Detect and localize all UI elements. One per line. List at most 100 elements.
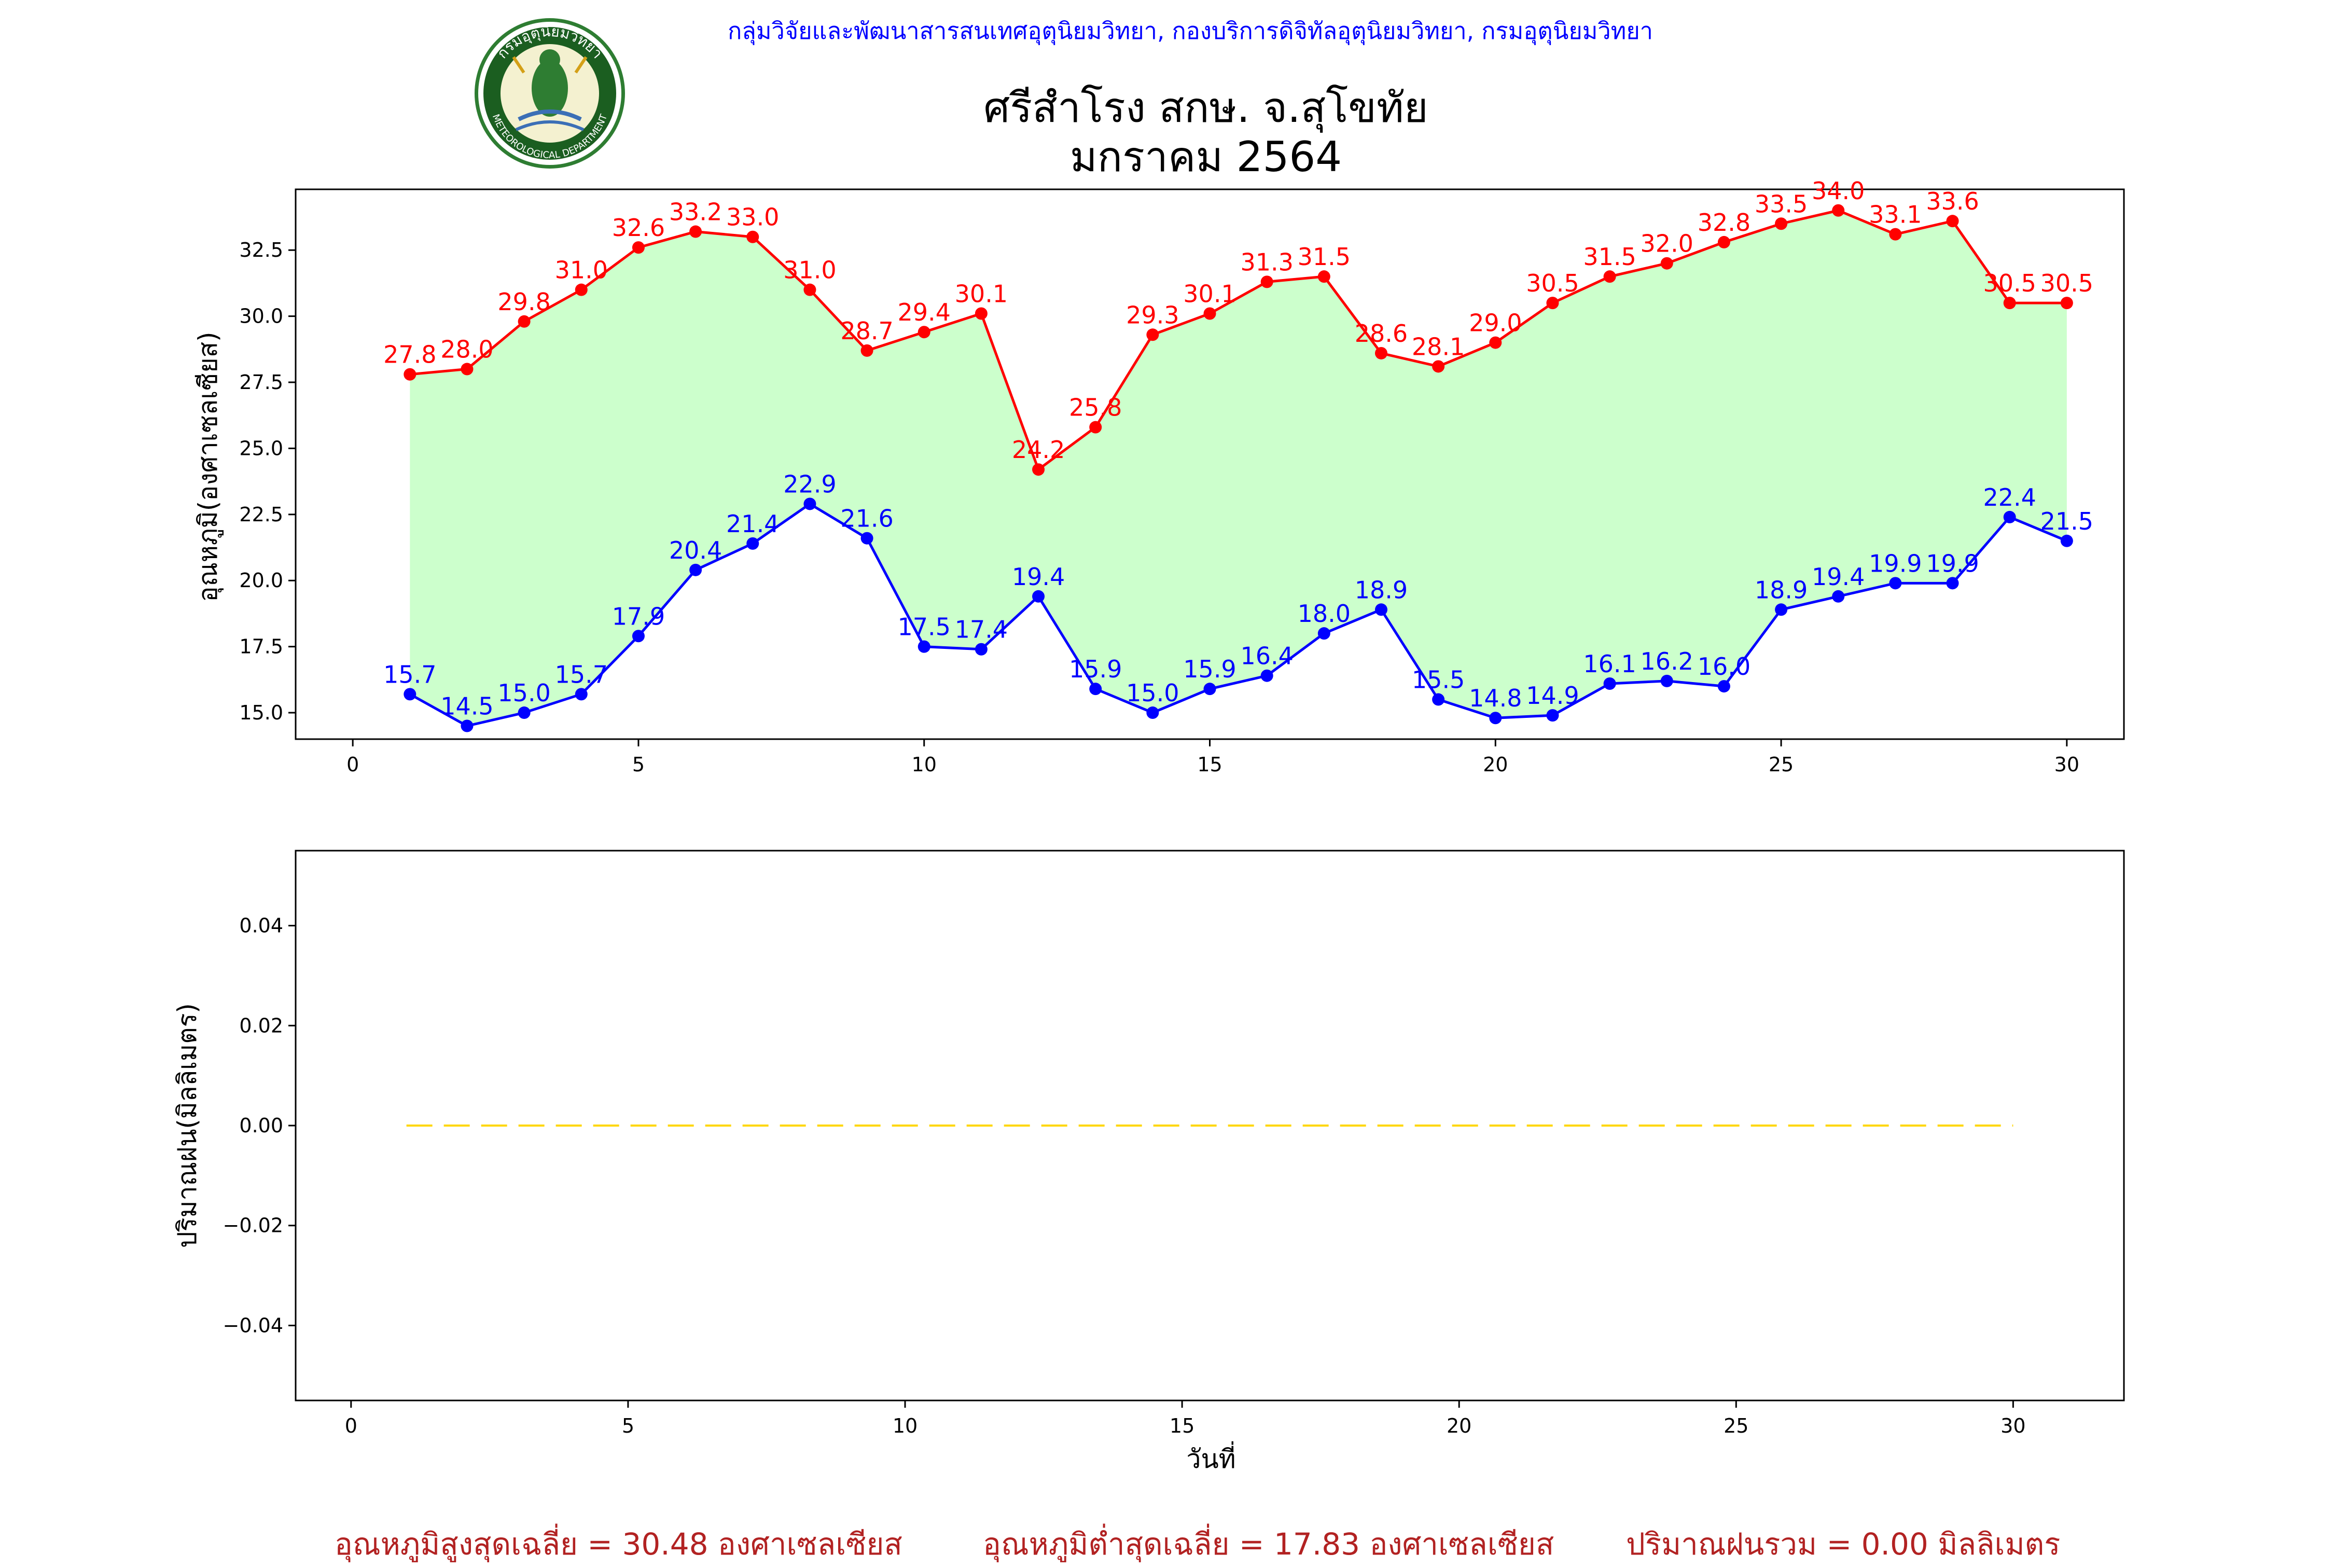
data-point-min: [1889, 577, 1902, 590]
data-label-min: 22.4: [1983, 483, 2036, 511]
data-label-min: 19.9: [1926, 549, 1979, 577]
data-point-max: [1946, 215, 1959, 228]
data-point-min: [1374, 603, 1387, 616]
data-point-max: [1775, 217, 1788, 230]
temperature-y-tick-label: 17.5: [239, 635, 283, 658]
agency-header: กลุ่มวิจัยและพัฒนาสารสนเทศอุตุนิยมวิทยา,…: [728, 17, 1653, 45]
data-label-max: 32.6: [612, 214, 665, 242]
data-label-min: 21.5: [2040, 507, 2093, 535]
data-point-max: [1374, 346, 1387, 359]
data-label-min: 17.4: [955, 616, 1008, 644]
rainfall-y-tick-label: 0.02: [239, 1014, 283, 1037]
rainfall-y-tick-label: −0.04: [223, 1314, 283, 1337]
data-label-max: 33.5: [1755, 190, 1808, 218]
chart-title-month: มกราคม 2564: [1070, 133, 1342, 181]
temperature-y-axis-label: อุณหภูมิ(องศาเซลเซียส): [193, 331, 224, 602]
temperature-x-tick-label: 0: [346, 753, 359, 776]
temperature-y-tick-label: 25.0: [239, 437, 283, 460]
temperature-x-tick-label: 10: [912, 753, 937, 776]
data-point-max: [2003, 297, 2016, 310]
data-label-max: 27.8: [383, 341, 436, 369]
data-point-min: [2003, 510, 2016, 523]
data-label-min: 16.4: [1240, 642, 1293, 670]
rainfall-y-axis-label: ปริมาณฝน(มิลลิเมตร): [172, 1003, 202, 1248]
data-point-min: [1660, 674, 1673, 687]
data-label-min: 21.4: [726, 510, 779, 538]
data-point-min: [1775, 603, 1788, 616]
data-point-min: [518, 706, 531, 719]
data-point-max: [918, 326, 930, 339]
data-label-max: 29.3: [1126, 301, 1179, 329]
data-point-min: [1432, 693, 1445, 706]
temperature-x-tick-label: 5: [632, 753, 645, 776]
data-point-min: [1546, 709, 1559, 722]
data-point-max: [1489, 336, 1502, 349]
data-label-max: 28.6: [1355, 320, 1408, 348]
data-label-min: 16.2: [1641, 647, 1693, 675]
data-label-min: 19.4: [1012, 563, 1065, 591]
data-point-max: [404, 368, 416, 381]
avg-min-temperature: อุณหภูมิต่ำสุดเฉลี่ย = 17.83 องศาเซลเซีย…: [983, 1527, 1554, 1562]
rainfall-x-tick-label: 0: [345, 1414, 357, 1437]
data-point-min: [1946, 577, 1959, 590]
data-point-min: [1260, 669, 1273, 682]
data-point-max: [1203, 307, 1216, 320]
data-label-min: 20.4: [669, 536, 722, 564]
data-point-max: [1603, 270, 1616, 283]
rainfall-x-tick-label: 5: [622, 1414, 634, 1437]
data-label-max: 29.4: [898, 298, 951, 326]
data-label-min: 18.9: [1355, 576, 1408, 604]
data-point-min: [1317, 627, 1330, 640]
data-label-max: 31.5: [1583, 243, 1636, 271]
data-label-max: 28.7: [840, 317, 893, 345]
data-label-max: 29.8: [497, 288, 550, 316]
temperature-y-tick-label: 22.5: [239, 503, 283, 526]
data-point-max: [1089, 421, 1102, 434]
data-point-max: [1660, 257, 1673, 270]
data-label-min: 16.0: [1698, 653, 1751, 681]
rainfall-x-axis-label: วันที่: [1186, 1441, 1235, 1474]
avg-max-temperature: อุณหภูมิสูงสุดเฉลี่ย = 30.48 องศาเซลเซีย…: [335, 1527, 902, 1562]
data-label-max: 30.5: [1526, 269, 1579, 297]
temperature-x-tick-label: 15: [1197, 753, 1222, 776]
data-label-min: 19.4: [1812, 563, 1865, 591]
temperature-y-tick-label: 30.0: [239, 305, 283, 328]
data-label-min: 21.6: [840, 505, 893, 533]
data-label-max: 30.5: [1983, 269, 2036, 297]
data-point-max: [746, 230, 759, 243]
series-line-min: [409, 502, 2067, 728]
data-point-min: [2060, 534, 2073, 547]
data-label-min: 15.7: [383, 660, 436, 688]
data-point-min: [689, 563, 702, 576]
data-point-max: [575, 283, 588, 296]
data-point-max: [1317, 270, 1330, 283]
department-logo: กรมอุตุนิยมวิทยา METEOROLOGICAL DEPARTME…: [475, 18, 625, 169]
data-point-max: [1546, 297, 1559, 310]
data-point-min: [404, 688, 416, 701]
rainfall-chart: ปริมาณฝน(มิลลิเมตร) วันที่ 0 5 10 15 20 25 30 −…: [172, 850, 2125, 1474]
data-label-max: 28.0: [440, 336, 493, 364]
data-point-min: [1146, 706, 1159, 719]
rainfall-y-tick-label: 0.04: [239, 914, 283, 937]
data-label-min: 15.9: [1069, 655, 1122, 683]
temperature-y-tick-label: 15.0: [239, 701, 283, 724]
data-point-min: [746, 537, 759, 550]
data-label-max: 28.1: [1412, 332, 1465, 360]
data-label-min: 18.9: [1755, 576, 1808, 604]
data-point-min: [803, 497, 816, 510]
temperature-x-tick-label: 25: [1769, 753, 1794, 776]
data-label-max: 33.2: [669, 198, 722, 226]
data-point-max: [1032, 463, 1045, 476]
rainfall-x-tick-label: 25: [1724, 1414, 1748, 1437]
data-label-min: 14.9: [1526, 682, 1579, 710]
rainfall-x-tick-label: 15: [1170, 1414, 1194, 1437]
data-label-max: 24.2: [1012, 436, 1065, 464]
data-point-max: [975, 307, 988, 320]
data-label-max: 33.6: [1926, 187, 1979, 215]
data-label-max: 33.0: [726, 203, 779, 231]
data-label-min: 18.0: [1298, 600, 1351, 628]
temperature-chart: อุณหภูมิ(องศาเซลเซียส) 0 5 10 15 20 25 3015.01…: [193, 177, 2125, 776]
temperature-x-tick-label: 20: [1483, 753, 1508, 776]
temperature-range-fill: [410, 210, 2067, 726]
